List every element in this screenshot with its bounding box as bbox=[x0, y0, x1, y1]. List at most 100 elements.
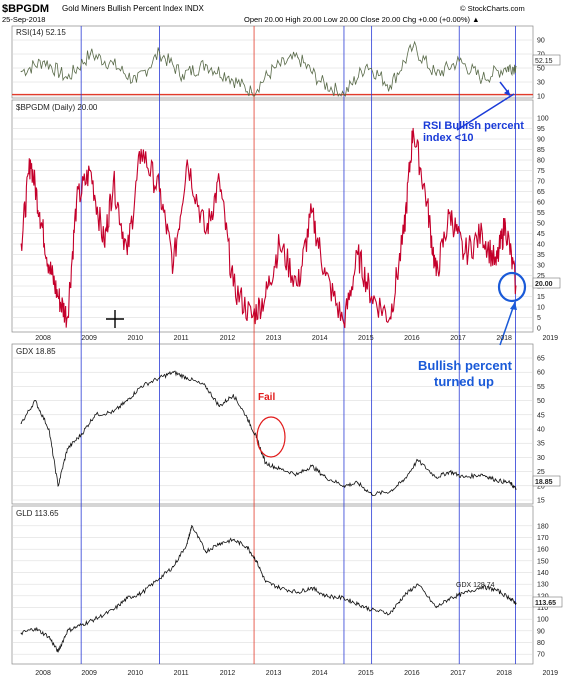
point-gdx-5 bbox=[80, 434, 82, 436]
y-tick-bpgdm-7: 65 bbox=[537, 189, 545, 196]
point-gld-28 bbox=[403, 595, 405, 597]
point-gld-17 bbox=[246, 546, 248, 548]
brand-label: © StockCharts.com bbox=[460, 4, 525, 13]
y-tick-rsi-4: 10 bbox=[537, 94, 545, 101]
y-tick-gdx-3: 50 bbox=[537, 398, 545, 405]
point-gdx-10 bbox=[158, 377, 161, 379]
point-gdx-9 bbox=[140, 385, 142, 387]
point-bpgdm-16 bbox=[218, 180, 221, 182]
y-tick-gld-10: 80 bbox=[537, 640, 545, 647]
point-gdx-27 bbox=[403, 479, 405, 481]
rsi-pointer-line bbox=[456, 93, 515, 131]
point-bpgdm-0 bbox=[20, 243, 22, 245]
x-tick-bottom-2: 2010 bbox=[127, 670, 143, 677]
x-tick-mid-2: 2010 bbox=[127, 335, 143, 342]
x-tick-bottom-3: 2011 bbox=[174, 670, 189, 677]
gdx-overlay-label: GDX 128.74 bbox=[456, 582, 495, 589]
y-tick-bpgdm-10: 50 bbox=[537, 221, 545, 228]
point-gld-5 bbox=[80, 624, 82, 626]
x-tick-bottom-11: 2019 bbox=[542, 670, 558, 677]
point-gdx-6 bbox=[94, 414, 96, 416]
gdx-panel-frame bbox=[11, 343, 534, 505]
gdx-last-box: 18.85 bbox=[532, 475, 561, 487]
y-tick-gdx-6: 35 bbox=[537, 441, 545, 448]
point-rsi-0 bbox=[20, 70, 22, 73]
point-gdx-28 bbox=[417, 459, 419, 461]
point-gdx-22 bbox=[324, 476, 327, 478]
x-tick-bottom-6: 2014 bbox=[312, 670, 328, 677]
y-tick-gld-1: 170 bbox=[537, 535, 549, 542]
point-gdx-35 bbox=[515, 488, 517, 490]
y-tick-gld-4: 140 bbox=[537, 570, 549, 577]
point-rsi-5 bbox=[135, 81, 138, 83]
point-gdx-26 bbox=[389, 490, 391, 493]
point-bpgdm-22 bbox=[311, 211, 313, 214]
point-rsi-2 bbox=[66, 77, 68, 80]
point-bpgdm-37 bbox=[515, 285, 517, 287]
point-gld-26 bbox=[371, 609, 373, 611]
point-gld-22 bbox=[311, 587, 313, 589]
point-bpgdm-2 bbox=[39, 211, 41, 214]
point-bpgdm-33 bbox=[463, 253, 465, 256]
y-tick-gld-3: 150 bbox=[537, 558, 549, 565]
y-tick-gld-0: 180 bbox=[537, 523, 549, 530]
point-gdx-24 bbox=[357, 482, 359, 484]
point-bpgdm-28 bbox=[403, 232, 405, 235]
bpgdm-panel-title: $BPGDM (Daily) 20.00 bbox=[16, 103, 98, 112]
point-gdx-12 bbox=[186, 377, 188, 379]
point-gld-19 bbox=[264, 581, 267, 583]
point-rsi-22 bbox=[515, 65, 517, 68]
point-bpgdm-15 bbox=[205, 232, 207, 235]
bullish-circle bbox=[497, 271, 527, 303]
point-gld-3 bbox=[57, 651, 59, 653]
point-gdx-15 bbox=[232, 394, 234, 396]
y-tick-gdx-0: 65 bbox=[537, 356, 545, 363]
point-bpgdm-36 bbox=[504, 222, 506, 224]
point-bpgdm-30 bbox=[426, 201, 428, 203]
y-tick-gdx-1: 60 bbox=[537, 370, 545, 377]
bpgdm-panel-frame bbox=[11, 99, 534, 333]
gld-panel-title: GLD 113.65 bbox=[16, 509, 59, 518]
point-bpgdm-31 bbox=[435, 274, 437, 277]
y-tick-gld-9: 90 bbox=[537, 628, 545, 635]
point-rsi-6 bbox=[158, 52, 161, 54]
x-tick-bottom-1: 2009 bbox=[81, 670, 97, 677]
point-gld-13 bbox=[191, 525, 193, 527]
point-bpgdm-24 bbox=[343, 323, 345, 325]
point-bpgdm-19 bbox=[264, 295, 267, 298]
point-rsi-15 bbox=[366, 63, 368, 66]
series-line-bpgdm bbox=[20, 128, 517, 329]
x-tick-bottom-5: 2013 bbox=[266, 670, 282, 677]
point-gld-0 bbox=[20, 632, 22, 634]
point-gld-32 bbox=[463, 592, 465, 595]
y-tick-bpgdm-15: 25 bbox=[537, 273, 545, 280]
point-gdx-18 bbox=[264, 462, 267, 464]
point-gld-31 bbox=[449, 597, 451, 599]
point-rsi-20 bbox=[481, 77, 483, 80]
point-gld-16 bbox=[232, 539, 234, 541]
y-tick-bpgdm-4: 80 bbox=[537, 158, 545, 165]
point-gdx-29 bbox=[435, 476, 437, 478]
point-gld-18 bbox=[255, 560, 257, 562]
point-gld-15 bbox=[218, 542, 221, 544]
x-tick-mid-0: 2008 bbox=[35, 335, 51, 342]
point-rsi-17 bbox=[412, 46, 414, 48]
point-rsi-4 bbox=[112, 63, 115, 66]
point-gdx-13 bbox=[205, 385, 207, 387]
point-bpgdm-32 bbox=[449, 211, 451, 214]
point-bpgdm-25 bbox=[357, 253, 359, 256]
point-gdx-23 bbox=[343, 485, 345, 487]
point-gld-8 bbox=[126, 597, 128, 599]
y-tick-rsi-0: 90 bbox=[537, 38, 545, 45]
point-rsi-7 bbox=[181, 74, 184, 76]
bpgdm-last-value: 20.00 bbox=[535, 281, 553, 288]
point-gld-6 bbox=[94, 618, 96, 620]
tick-layer: 9070503010100959085807570656055504540353… bbox=[537, 38, 549, 659]
point-gld-27 bbox=[389, 612, 391, 614]
point-bpgdm-9 bbox=[112, 180, 115, 182]
y-tick-gdx-4: 45 bbox=[537, 412, 545, 419]
point-rsi-18 bbox=[435, 74, 437, 76]
point-rsi-21 bbox=[504, 67, 506, 69]
point-rsi-12 bbox=[297, 56, 299, 59]
